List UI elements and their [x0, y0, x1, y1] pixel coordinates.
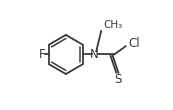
- Text: F: F: [39, 48, 45, 61]
- Text: Cl: Cl: [128, 37, 140, 50]
- Text: S: S: [114, 73, 122, 86]
- Text: CH₃: CH₃: [103, 20, 123, 30]
- Text: N: N: [90, 48, 99, 61]
